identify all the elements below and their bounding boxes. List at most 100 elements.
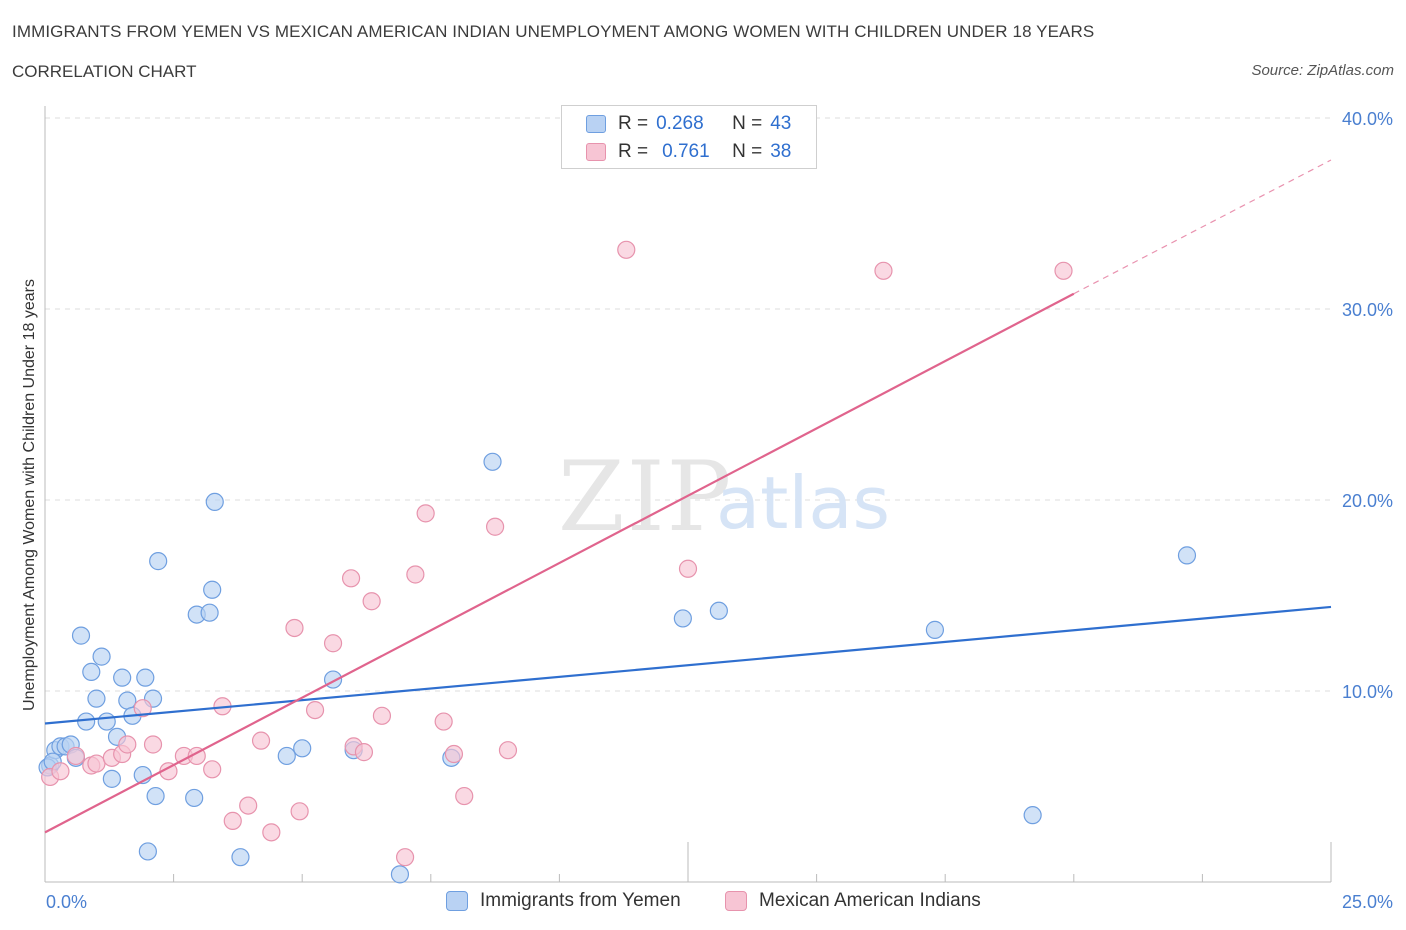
watermark-atlas: atlas [716,461,890,545]
x-tick-label: 0.0% [46,892,87,912]
mexican-american-indian-point [290,802,309,821]
y-tick-label: 10.0% [1342,682,1393,702]
trend-line-yemen [44,605,1332,725]
yemen-point [87,689,106,708]
legend-r-value: 0.268 [656,113,704,134]
yemen-point [92,647,111,666]
stats-legend: R = 0.268 N = 43 R = 0.761 N = 38 [561,105,817,169]
legend-r-value: 0.761 [662,141,710,162]
mexican-american-indian-point [498,741,518,760]
legend-label-mexican-american-indian: Mexican American Indians [759,890,981,911]
mexican-american-indian-point [87,754,106,773]
mexican-american-indian-point [416,504,435,523]
y-tick-label: 20.0% [1342,491,1393,511]
legend-n-label: N = [732,141,763,162]
mexican-american-indian-point [323,634,343,653]
yemen-point [293,739,312,758]
yemen-point [82,662,101,682]
mexican-american-indian-point [285,618,304,638]
mexican-american-indian-point [874,261,893,280]
yemen-point [1177,546,1197,565]
yemen-point [925,620,945,639]
mexican-american-indian-point [239,796,258,815]
legend-swatch-mexican-american-indian [586,143,606,161]
mexican-american-indian-point [1054,261,1073,280]
mexican-american-indian-point [617,240,636,259]
series-legend: Immigrants from Yemen Mexican American I… [0,890,1406,916]
legend-n-label: N = [732,113,763,134]
legend-swatch-yemen [586,115,606,133]
legend-r-label: R = [618,113,649,134]
yemen-point [709,601,728,620]
mexican-american-indian-point [66,746,85,766]
mexican-american-indian-point [444,744,464,764]
yemen-point [1023,806,1042,825]
mexican-american-indian-point [143,735,163,754]
x-tick-label: 25.0% [1342,892,1393,912]
legend-item-yemen: Immigrants from Yemen [446,890,681,912]
yemen-point [185,788,204,808]
mexican-american-indian-point [251,731,271,750]
yemen-point [203,580,222,599]
mexican-american-indian-point [341,569,361,588]
yemen-point [483,452,502,471]
mexican-american-indian-point [223,811,242,830]
mexican-american-indian-point [203,760,222,779]
axes [44,106,1332,883]
mexican-american-indian-point [372,706,392,725]
yemen-point [200,603,219,622]
yemen-point [149,552,168,571]
chart-title: IMMIGRANTS FROM YEMEN VS MEXICAN AMERICA… [12,22,1095,41]
legend-label-yemen: Immigrants from Yemen [480,890,681,911]
y-axis-label: Unemployment Among Women with Children U… [21,279,38,711]
watermark-zip: ZIP [558,441,733,553]
yemen-point [113,668,132,687]
yemen-point [136,668,155,687]
mexican-american-indian-point [118,735,137,754]
chart-subtitle: CORRELATION CHART [12,62,197,81]
yemen-point [97,712,116,731]
mexican-american-indian-point [133,699,152,718]
mexican-american-indian-point [406,565,425,584]
yemen-point [231,848,250,867]
mexican-american-indian-point [51,762,70,781]
y-tick-label: 30.0% [1342,300,1393,320]
legend-n-value: 38 [770,141,792,162]
mexican-american-indian-point [678,559,698,578]
yemen-point [277,746,296,766]
mexican-american-indian-point [262,823,281,842]
series-mexican-american-indian-points [41,240,1073,867]
watermark: ZIP atlas [558,441,890,553]
legend-swatch-yemen [446,891,468,911]
grid [45,117,1331,692]
mexican-american-indian-point [455,786,474,806]
yemen-point [390,865,410,884]
mexican-american-indian-point [486,517,505,536]
legend-n-value: 43 [770,113,792,134]
yemen-point [71,626,91,645]
legend-swatch-mexican-american-indian [725,891,747,911]
yemen-point [138,842,157,861]
legend-r-label: R = [618,141,649,162]
legend-item-mexican-american-indian: Mexican American Indians [725,890,981,912]
trend-line-mexican-american-indian [44,292,1075,834]
yemen-point [118,691,137,710]
mexican-american-indian-point [354,743,374,762]
yemen-point [673,609,692,628]
mexican-american-indian-point [362,592,381,611]
tick-labels: 10.0% 20.0% 30.0% 40.0% 0.0% 25.0% [46,109,1393,912]
yemen-point [77,712,96,731]
legend-row-mexican-american-indian: R = 0.761 N = 38 [586,140,791,164]
mexican-american-indian-point [395,848,415,867]
yemen-point [102,769,121,788]
mexican-american-indian-point [305,700,325,720]
mexican-american-indian-point [434,712,453,731]
legend-row-yemen: R = 0.268 N = 43 [586,112,791,136]
yemen-point [146,786,165,806]
source-label: Source: ZipAtlas.com [1251,62,1394,79]
yemen-point [205,492,224,512]
series-yemen-points [38,452,1197,884]
trend-line-extension [1073,159,1332,295]
y-tick-label: 40.0% [1342,109,1393,129]
